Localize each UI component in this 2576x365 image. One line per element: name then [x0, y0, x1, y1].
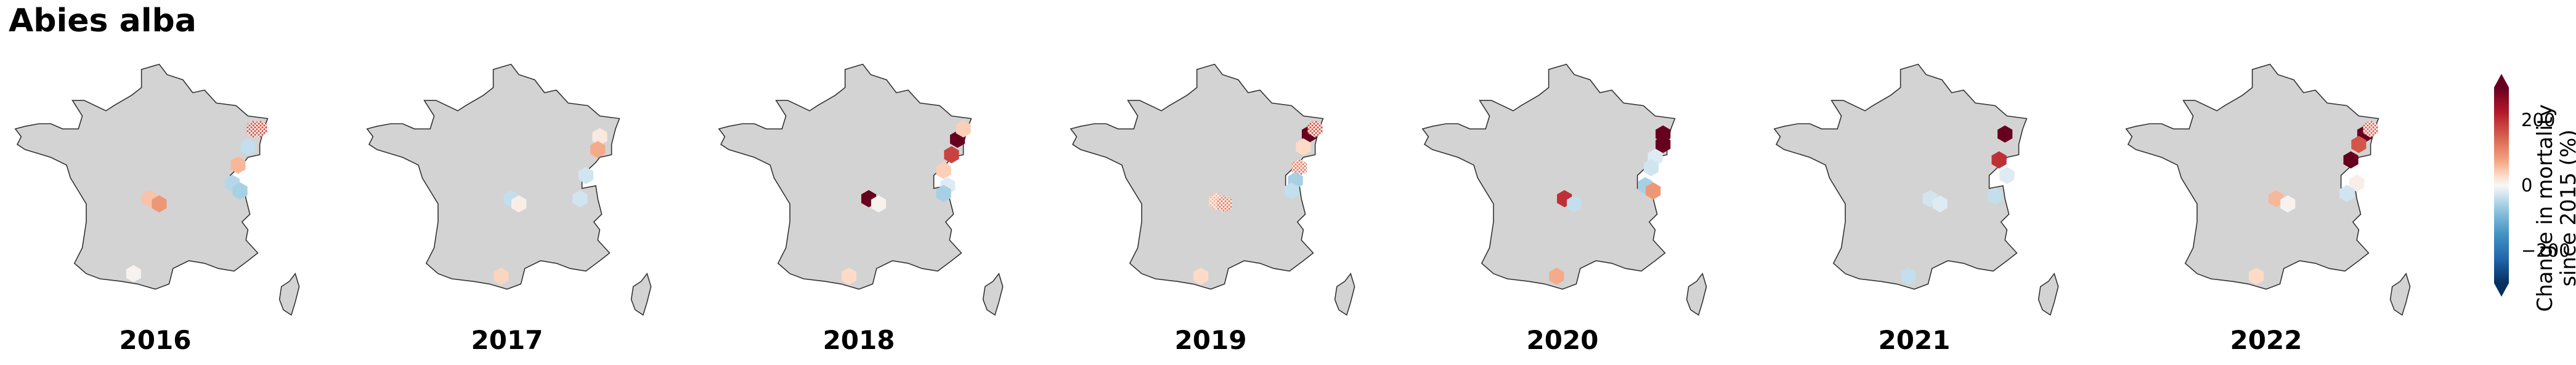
panel-year-label: 2018: [823, 325, 895, 355]
colorbar: [2494, 74, 2509, 297]
mortality-cell: [841, 267, 857, 285]
france-landmass: [1070, 63, 1324, 290]
france-landmass: [718, 63, 972, 290]
france-landmass: [366, 63, 620, 290]
map-panel-2016: [7, 59, 303, 316]
france-map: [366, 63, 652, 316]
mortality-cell-hatch: [1307, 120, 1323, 138]
mortality-cell: [944, 146, 959, 164]
mortality-cell: [1646, 182, 1661, 200]
panel-year-label: 2016: [119, 325, 192, 355]
mortality-cell: [240, 138, 256, 156]
mortality-cell: [1988, 187, 2003, 205]
mortality-cell: [956, 120, 971, 138]
mortality-cell: [232, 182, 248, 200]
map-panel-2022: [2118, 59, 2414, 316]
mortality-cell: [1656, 135, 1671, 153]
mortality-cell-hatch: [2363, 120, 2378, 138]
corsica-landmass: [2389, 272, 2411, 316]
mortality-cell: [1932, 195, 1948, 213]
mortality-cell: [2280, 195, 2296, 213]
france-map: [1421, 63, 1707, 316]
mortality-cell: [1991, 151, 2007, 169]
colorbar-label: Change in mortality since 2015 (%): [2533, 79, 2576, 337]
mortality-cell: [1999, 167, 2015, 184]
mortality-cell: [578, 167, 594, 184]
figure-title: Abies alba: [9, 2, 197, 39]
panel-year-label: 2019: [1174, 325, 1247, 355]
corsica-landmass: [1334, 272, 1355, 316]
mortality-cell: [572, 190, 588, 207]
panel-year-label: 2021: [1878, 325, 1951, 355]
panel-year-label: 2022: [2230, 325, 2302, 355]
colorbar-tick-label: 200: [2521, 110, 2556, 130]
france-landmass: [2125, 63, 2379, 290]
corsica-landmass: [982, 272, 1004, 316]
mortality-cell: [1549, 267, 1564, 285]
mortality-cell: [592, 128, 607, 145]
france-map: [1773, 63, 2059, 316]
mortality-cell: [1901, 267, 1916, 285]
france-map: [14, 63, 300, 316]
mortality-cell: [871, 195, 887, 213]
mortality-cell: [126, 265, 141, 283]
map-panel-2021: [1766, 59, 2062, 316]
mortality-cell: [230, 156, 246, 174]
france-map: [2125, 63, 2411, 316]
mortality-cell: [494, 267, 509, 285]
colorbar-label-line1: Change in mortality: [2533, 104, 2558, 312]
france-landmass: [1773, 63, 2028, 290]
mortality-cell: [1296, 138, 1311, 156]
mortality-cell: [1193, 267, 1209, 285]
mortality-cell: [511, 195, 527, 213]
france-map: [1070, 63, 1355, 316]
panel-year-label: 2020: [1526, 325, 1599, 355]
map-panel-2017: [359, 59, 655, 316]
colorbar-extend-bottom: [2494, 283, 2509, 297]
mortality-cell: [2343, 151, 2359, 169]
mortality-cell: [590, 141, 606, 158]
mortality-cell: [2268, 190, 2284, 207]
mortality-cell: [2349, 174, 2365, 192]
colorbar-tick-label: 0: [2521, 175, 2533, 196]
france-map: [718, 63, 1004, 316]
panel-year-label: 2017: [471, 325, 543, 355]
map-panel-2020: [1415, 59, 1710, 316]
colorbar-label-line2: since 2015 (%): [2556, 129, 2576, 287]
mortality-cell-hatch: [1217, 195, 1232, 213]
france-landmass: [1421, 63, 1676, 290]
mortality-cell: [2339, 185, 2355, 203]
mortality-cell: [2248, 267, 2264, 285]
corsica-landmass: [1686, 272, 1707, 316]
mortality-cell: [1997, 125, 2013, 143]
mortality-cell: [1284, 182, 1299, 200]
mortality-cell: [1643, 159, 1659, 177]
corsica-landmass: [278, 272, 300, 316]
map-panel-2018: [711, 59, 1007, 316]
mortality-cell: [1567, 195, 1582, 213]
mortality-cell: [152, 195, 167, 213]
mortality-cell: [936, 161, 951, 179]
corsica-landmass: [630, 272, 652, 316]
colorbar-gradient: [2494, 87, 2509, 283]
corsica-landmass: [2038, 272, 2059, 316]
mortality-cell: [2351, 135, 2367, 153]
map-panel-2019: [1063, 59, 1359, 316]
mortality-cell-hatch: [252, 120, 267, 138]
mortality-cell: [936, 185, 951, 203]
colorbar-tick-label: −200: [2521, 240, 2570, 261]
colorbar-extend-top: [2494, 74, 2509, 87]
mortality-cell-hatch: [1291, 159, 1307, 177]
